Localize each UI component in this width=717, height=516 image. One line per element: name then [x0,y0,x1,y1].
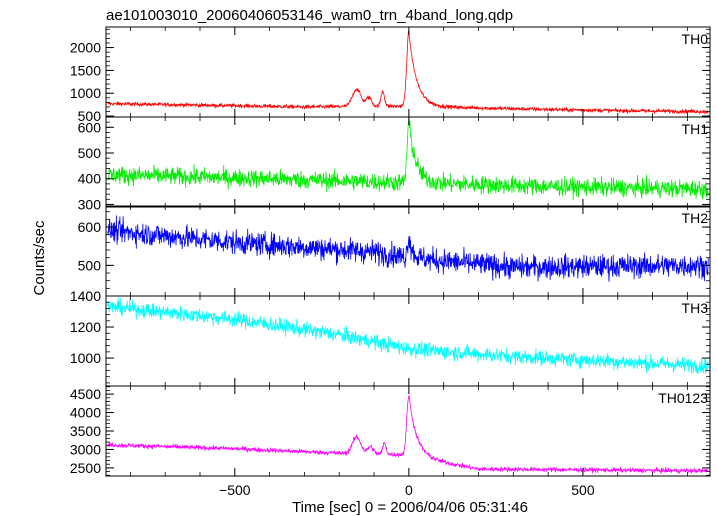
chart-title: ae101003010_20060406053146_wam0_trn_4ban… [106,7,513,24]
series-th1-line [107,118,709,201]
y-tick-label: 1400 [70,288,101,304]
series-th2-line [107,215,709,282]
y-tick-label: 4000 [70,405,101,421]
y-tick-label: 3500 [70,423,101,439]
series-th0123-line [107,394,709,475]
panel-label: TH2 [682,210,709,226]
y-tick-label: 3000 [70,441,101,457]
y-tick-label: 4500 [70,386,101,402]
panel-th1: 300 400 500 600 TH1 [78,116,711,212]
x-tick-label: 500 [571,482,595,498]
y-tick-label: 2500 [70,460,101,476]
y-tick-label: 1200 [70,319,101,335]
y-tick-label: 1000 [70,350,101,366]
x-axis-label: Time [sec] 0 = 2006/04/06 05:31:46 [292,499,528,516]
x-tick-label: −500 [219,482,251,498]
y-axis-label: Counts/sec [31,220,48,296]
y-tick-label: 600 [78,119,102,135]
y-tick-label: 500 [78,108,102,124]
x-tick-label: 0 [405,482,413,498]
panel-th0: 500 1000 1500 2000 TH0 [70,26,711,124]
panel-label: TH0123 [658,390,708,406]
panel-th3: 1000 1200 1400 TH3 [70,288,711,387]
y-tick-label: 1500 [70,62,101,78]
y-tick-label: 300 [78,196,102,212]
panel-th0123: 2500 3000 3500 4000 4500 TH0123 [70,385,711,477]
y-tick-label: 500 [78,145,102,161]
panel-th2: 500 600 TH2 [78,205,711,297]
y-tick-label: 400 [78,171,102,187]
y-tick-label: 600 [78,219,102,235]
panel-label: TH1 [682,121,709,137]
y-tick-label: 2000 [70,40,101,56]
panel-label: TH0 [682,31,709,47]
panel-frame [105,295,711,387]
series-th0-line [107,30,709,115]
series-th3-line [107,297,709,375]
y-tick-label: 500 [78,257,102,273]
y-tick-label: 1000 [70,85,101,101]
panel-label: TH3 [682,300,709,316]
panel-frame [105,116,711,208]
